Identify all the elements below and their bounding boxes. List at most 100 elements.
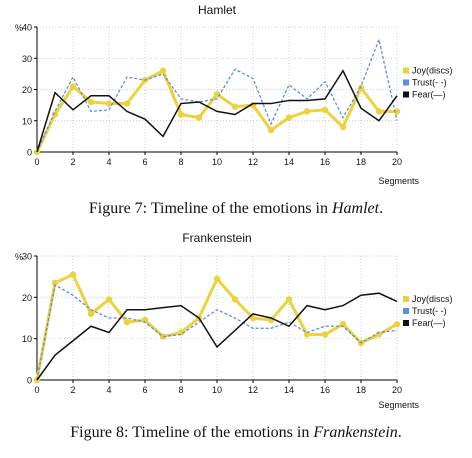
x-tick-label: 0 [34,157,39,167]
x-tick-label: 4 [106,385,111,395]
series-fear [36,292,398,381]
data-point-joy [123,318,131,326]
data-point-joy [231,103,239,110]
legend-label: Trust(- -) [412,306,447,316]
y-tick-label: 10 [22,116,32,126]
caption-title: Frankenstein [313,424,398,441]
caption-prefix: Figure 7: Timeline of the emotions in [88,200,332,217]
gridlines [36,26,398,153]
legend: Joy(discs) Trust(- -) Fear(—) [403,66,453,100]
x-tick-label: 8 [178,157,183,167]
data-point-joy [51,111,59,118]
y-tick-label: 0 [27,376,32,386]
figure-hamlet: Hamlet 0 10 20 30 40 0 2 4 6 8 10 12 14 16 18 20% Segment… [0,3,472,218]
x-tick-label: 6 [142,385,147,395]
series-line-trust [36,37,398,153]
x-tick-label: 0 [34,385,39,395]
data-point-joy [195,114,203,121]
x-tick-label: 12 [248,157,258,167]
data-point-joy [177,111,185,118]
series-line-fear [36,69,398,153]
x-axis-label: Segments [378,176,419,186]
legend-label: Trust(- -) [412,78,447,88]
x-tick-label: 12 [248,385,258,395]
x-tick-label: 20 [392,157,402,167]
x-tick-label: 6 [142,157,147,167]
series-joy-discs [33,271,401,384]
x-tick-label: 14 [284,157,294,167]
series-trust [36,283,398,381]
series-trust [36,37,398,153]
data-point-joy [393,321,401,328]
y-axis-label: % [15,252,23,262]
series-fear [36,69,398,153]
data-point-joy [249,314,257,322]
chart-title: Frankenstein [182,232,251,245]
legend-label: Joy(discs) [412,66,453,76]
data-point-joy [339,123,347,131]
legend-swatch [403,320,409,326]
caption-title: Hamlet [332,200,380,217]
data-point-joy [105,100,113,107]
x-tick-label: 18 [356,157,366,167]
legend-label: Fear(—) [412,90,446,100]
legend-label: Fear(—) [412,318,446,328]
series-line-fear [36,292,398,381]
data-point-joy [159,67,167,74]
data-point-joy [285,114,293,121]
x-tick-label: 18 [356,385,366,395]
data-point-joy [321,106,329,114]
y-tick-label: 20 [22,293,32,303]
legend-swatch [403,79,409,86]
legend-swatch [403,296,409,302]
data-point-joy [69,83,77,90]
data-point-joy [267,126,275,134]
data-point-joy [285,296,293,303]
x-tick-label: 2 [70,385,75,395]
figure-caption: Figure 8: Timeline of the emotions in Fr… [0,424,472,442]
chart-frankenstein: Frankenstein 0 10 20 30 0 2 4 6 8 10 12 14 16 18 20% Seg… [15,232,453,410]
y-tick-label: 20 [22,85,32,95]
data-point-joy [213,275,221,282]
data-point-joy [123,100,131,107]
data-point-joy [375,108,383,115]
data-point-joy [357,84,365,92]
series-line-trust [36,283,398,381]
x-tick-label: 14 [284,385,294,395]
data-point-joy [321,331,329,338]
data-point-joy [231,296,239,303]
x-tick-label: 10 [212,385,222,395]
data-point-joy [393,108,401,115]
gridlines [36,255,398,381]
x-axis-label: Segments [378,400,419,410]
legend-swatch [403,308,409,314]
chart-title: Hamlet [198,3,237,17]
legend-label: Joy(discs) [412,294,453,304]
data-point-joy [303,331,311,338]
x-tick-label: 16 [320,157,330,167]
data-point-joy [105,296,113,303]
data-point-joy [87,310,95,318]
chart-hamlet: Hamlet 0 10 20 30 40 0 2 4 6 8 10 12 14 16 18 20% Segment… [15,3,453,186]
x-tick-label: 2 [70,157,75,167]
y-tick-label: 0 [27,148,32,158]
caption-suffix: . [397,424,402,441]
figure-caption: Figure 7: Timeline of the emotions in Ha… [0,200,472,218]
y-tick-label: 30 [22,252,32,262]
data-point-joy [87,98,95,106]
x-tick-label: 10 [212,157,222,167]
data-point-joy [69,271,77,278]
x-tick-label: 16 [320,385,330,395]
y-tick-label: 30 [22,54,32,64]
data-point-joy [303,108,311,115]
x-tick-label: 20 [392,385,402,395]
legend-swatch [403,91,409,98]
legend: Joy(discs) Trust(- -) Fear(—) [403,294,453,328]
caption-suffix: . [379,200,384,217]
x-tick-label: 8 [178,385,183,395]
y-axis-label: % [15,23,23,33]
x-tick-label: 4 [106,157,111,167]
figure-frankenstein: Frankenstein 0 10 20 30 0 2 4 6 8 10 12 14 16 18 20% Seg… [0,232,472,458]
caption-prefix: Figure 8: Timeline of the emotions in [70,424,314,441]
y-tick-label: 40 [22,23,32,33]
